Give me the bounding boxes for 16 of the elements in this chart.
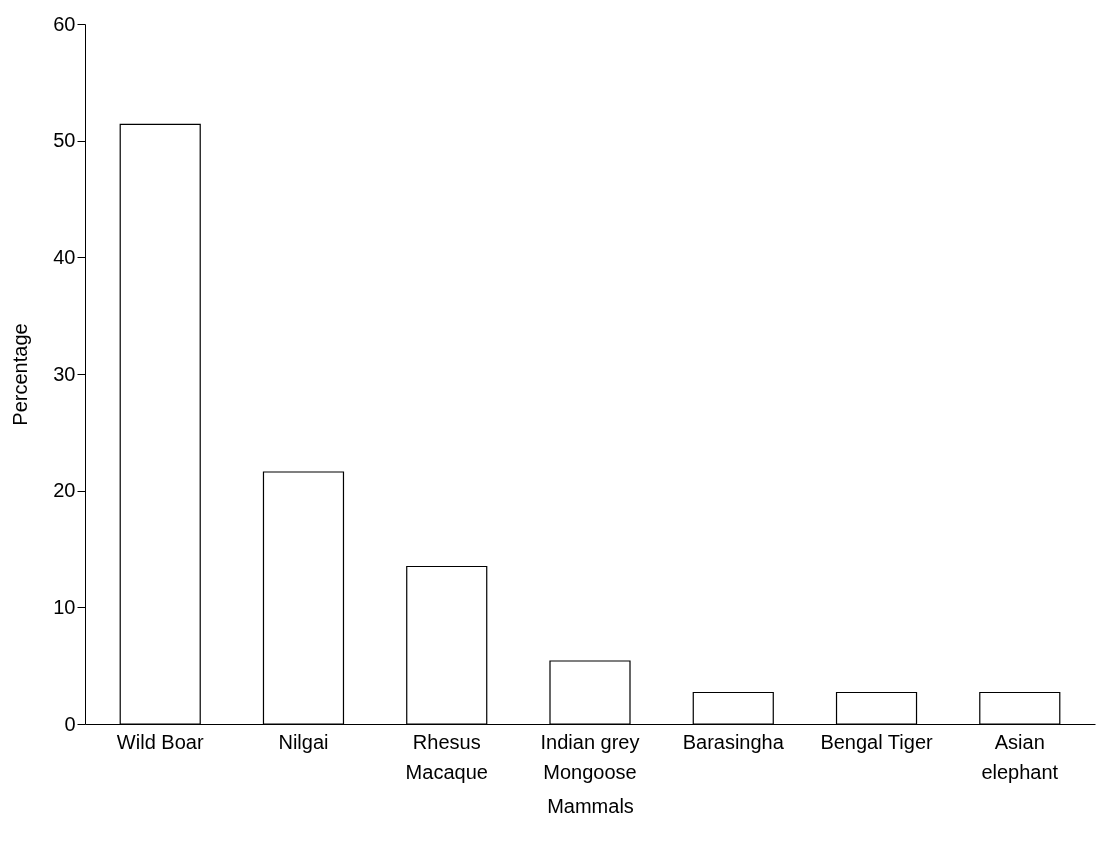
x-tick-label: Barasingha [682,730,785,753]
y-tick-label: 50 [53,129,76,152]
x-tick-label: Asian elephant [981,730,1059,783]
x-axis-title: Mammals [547,794,634,817]
x-tick-label: Indian grey Mongoose [540,730,640,783]
y-tick-label: 20 [53,479,76,502]
x-tick-label: Bengal Tiger [820,730,934,753]
y-tick-label: 10 [53,595,76,618]
x-tick-label: Wild Boar [116,730,204,753]
x-tick-label: Nilgai [278,730,329,753]
x-tick-label: Rhesus Macaque [405,730,488,783]
y-tick-label: 30 [53,362,76,385]
y-tick-label: 0 [64,712,76,735]
y-tick-label: 60 [53,12,76,35]
y-tick-label: 40 [53,245,76,268]
y-axis-title: Percentage [9,323,32,426]
